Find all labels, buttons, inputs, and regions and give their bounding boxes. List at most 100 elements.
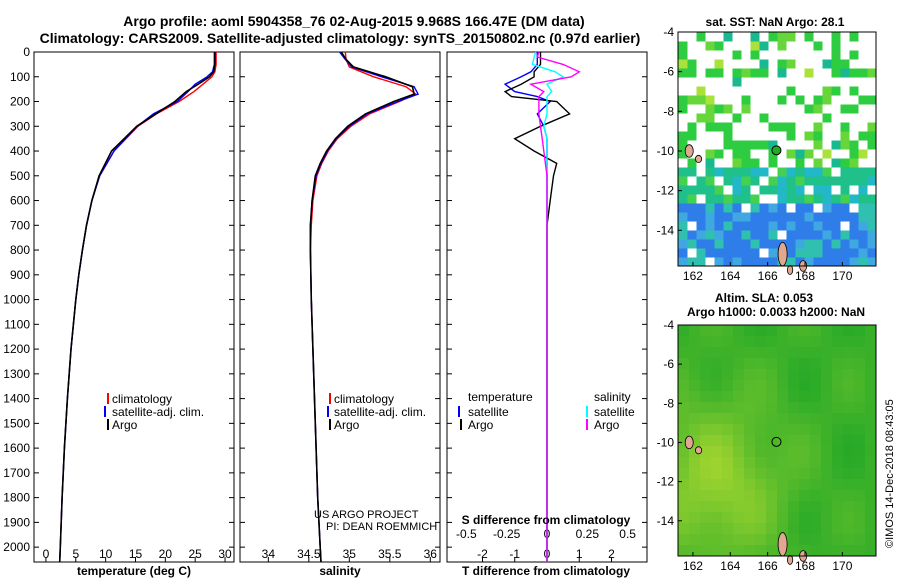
sla-cell — [810, 347, 821, 358]
sst-cell — [768, 230, 778, 240]
sst-cell — [696, 248, 706, 258]
sst-cell — [678, 104, 688, 114]
sst-cell — [678, 50, 688, 60]
difference-x-axis: -2 -1 0 1 2-0.5 -0.25 0 0.25 0.5 — [456, 527, 636, 562]
sst-cell — [813, 230, 823, 240]
sst-cell — [795, 158, 805, 168]
sla-cell — [799, 523, 810, 534]
sst-cell — [849, 257, 859, 266]
sla-cell — [689, 369, 700, 380]
sla-cell — [788, 347, 799, 358]
sst-cell — [849, 194, 859, 204]
x-tick-label: -2 — [477, 547, 488, 561]
sst-cell — [678, 248, 688, 258]
sst-cell — [858, 221, 868, 231]
sla-cell — [865, 479, 876, 490]
sla-cell — [821, 468, 832, 479]
sla-cell — [766, 369, 777, 380]
sst-cell — [849, 230, 859, 240]
sla-cell — [766, 523, 777, 534]
sla-cell — [700, 446, 711, 457]
sla-cell — [755, 347, 766, 358]
series-line-temperature-argo — [503, 52, 571, 562]
sst-cell — [804, 32, 814, 42]
sst-cell — [795, 149, 805, 159]
sst-cell — [750, 230, 760, 240]
sst-cell — [678, 212, 688, 222]
sla-cell — [788, 413, 799, 424]
sst-cell — [786, 122, 796, 132]
sla-cell — [700, 424, 711, 435]
map-y-tick-label: -4 — [663, 25, 674, 39]
sla-cell — [843, 325, 854, 336]
sla-cell — [799, 380, 810, 391]
sla-cell — [755, 391, 766, 402]
sst-cell — [714, 41, 724, 51]
sst-cell — [768, 158, 778, 168]
sla-cell — [777, 501, 788, 512]
map-x-tick-label: 162 — [683, 269, 703, 283]
sst-cell — [687, 68, 697, 78]
sst-cell — [741, 257, 751, 266]
sst-cell — [786, 257, 796, 266]
sst-cell — [723, 167, 733, 177]
sla-cell — [843, 358, 854, 369]
sst-cell — [813, 176, 823, 186]
x-tick-label: -1 — [509, 547, 520, 561]
legend-swatch-t-satellite — [458, 406, 460, 417]
sla-cell — [832, 446, 843, 457]
sla-cell — [689, 413, 700, 424]
sst-cell — [804, 221, 814, 231]
sla-cell — [843, 435, 854, 446]
sla-cell — [799, 501, 810, 512]
sst-cell — [678, 167, 688, 177]
depth-tick-label: 1900 — [3, 515, 30, 529]
sla-cell — [788, 424, 799, 435]
sla-cell — [832, 369, 843, 380]
sla-cell — [711, 468, 722, 479]
sla-cell — [843, 490, 854, 501]
sla-cell — [744, 413, 755, 424]
sst-cell — [822, 149, 832, 159]
sst-cell — [687, 95, 697, 105]
sst-cell — [696, 230, 706, 240]
sla-cell — [865, 369, 876, 380]
legend-argo-label: Argo — [112, 418, 138, 432]
sst-cell — [759, 203, 769, 213]
sla-cell — [821, 534, 832, 545]
sla-cell — [711, 446, 722, 457]
legend-swatch-climatology — [329, 393, 331, 404]
sst-cell — [831, 203, 841, 213]
x-tick-label: 0 — [43, 547, 50, 561]
sst-cell — [750, 68, 760, 78]
sla-cell — [799, 325, 810, 336]
sla-cell — [799, 534, 810, 545]
sst-cell — [723, 140, 733, 150]
sla-cell — [711, 391, 722, 402]
sst-cell — [867, 257, 876, 266]
sla-cell — [755, 435, 766, 446]
sla-cell — [832, 380, 843, 391]
sst-cell — [822, 113, 832, 123]
sst-cell — [822, 185, 832, 195]
sla-cell — [700, 391, 711, 402]
sla-cell — [843, 512, 854, 523]
sst-cell — [849, 221, 859, 231]
map-y-tick-label: -12 — [657, 184, 675, 198]
sst-cell — [768, 185, 778, 195]
sst-cell — [759, 140, 769, 150]
sst-cell — [723, 257, 733, 266]
sla-cell — [843, 501, 854, 512]
sla-cell — [799, 413, 810, 424]
sst-cell — [822, 95, 832, 105]
sla-cell — [832, 457, 843, 468]
sla-cell — [865, 336, 876, 347]
sla-cell — [700, 402, 711, 413]
land-shape — [786, 265, 794, 275]
sla-cell — [854, 501, 865, 512]
sla-cell — [799, 446, 810, 457]
sla-cell — [865, 358, 876, 369]
sla-cell — [843, 413, 854, 424]
sla-cell — [788, 457, 799, 468]
sst-cell — [678, 149, 688, 159]
